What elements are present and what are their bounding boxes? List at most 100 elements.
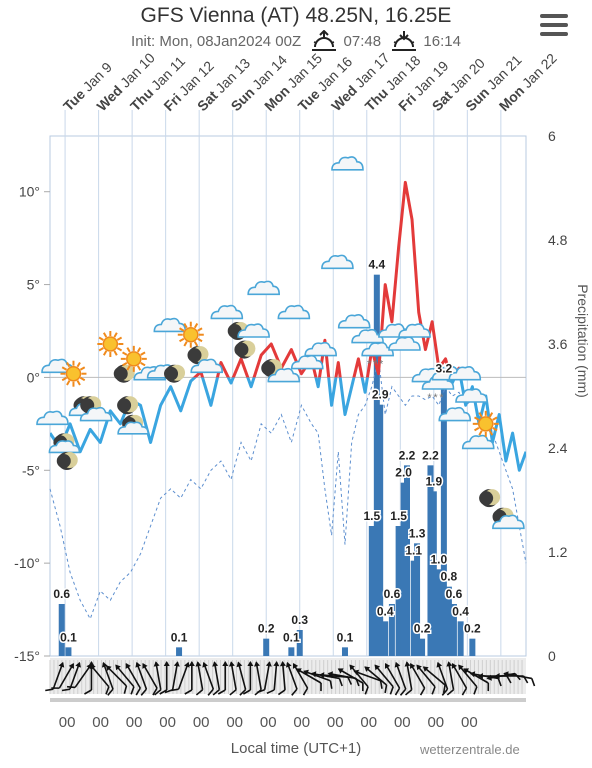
wind-barb <box>125 663 141 696</box>
cloud-shape <box>304 341 337 357</box>
wind-barb-head <box>337 668 344 674</box>
sun-ray <box>79 366 86 371</box>
wind-barb <box>242 661 254 695</box>
sun-ray <box>122 351 128 356</box>
wind-barb-head <box>173 661 180 667</box>
wind-barb-shaft <box>395 662 407 690</box>
sunset-icon <box>392 31 417 51</box>
moon-icon <box>113 364 135 383</box>
wind-barb-shaft <box>213 662 221 690</box>
wind-barb <box>374 664 394 695</box>
wind-barb <box>170 661 190 692</box>
wind-barb-feather <box>302 687 309 696</box>
precipitation-label: 0.1 <box>171 630 188 644</box>
sun-ray <box>179 327 185 332</box>
wind-barb-head <box>451 663 458 669</box>
wind-barb-feather <box>389 686 394 695</box>
wind-barb-shaft <box>451 663 468 689</box>
x-axis-label: Local time (UTC+1) <box>230 740 362 757</box>
y-right-axis-label: Precipitation (mm) <box>575 284 591 398</box>
cloud-shape <box>290 354 324 370</box>
wind-barb-shaft <box>90 664 110 688</box>
cloud-shape <box>277 304 311 320</box>
plot-frame <box>49 135 527 657</box>
time-tick-label: 00 <box>461 714 478 731</box>
init-time: Init: Mon, 08Jan2024 00Z <box>131 33 302 50</box>
wind-barb-head <box>115 664 121 671</box>
moon-shadow <box>117 398 132 413</box>
cloud-icon <box>304 341 337 357</box>
wind-barb-feather <box>399 688 407 696</box>
sun-disc <box>478 416 494 432</box>
snowflake-glyph: * <box>427 392 432 404</box>
wind-barb <box>364 666 388 694</box>
wind-barb-shaft <box>409 663 426 689</box>
precipitation-bar <box>176 647 183 656</box>
precipitation-bar <box>427 465 434 656</box>
time-tick-label: 00 <box>193 714 210 731</box>
wind-barb-feather <box>473 686 478 695</box>
precipitation-bar <box>400 482 407 656</box>
wind-barb-head <box>384 663 391 669</box>
sun-ray <box>183 322 188 329</box>
cloud-icon <box>398 323 431 338</box>
wind-barb <box>463 668 490 692</box>
wind-barb-feather <box>107 688 114 696</box>
wind-barb <box>292 663 309 696</box>
moon-icon <box>117 396 139 415</box>
sunrise-time: 07:48 <box>343 33 382 50</box>
cloud-icon <box>153 317 187 333</box>
cloud-shape <box>461 434 495 450</box>
wind-barb-head <box>125 663 131 669</box>
cloud-shape <box>492 514 525 530</box>
wind-barb-feather <box>242 689 251 695</box>
wind-barb-shaft <box>292 663 309 689</box>
wind-barb <box>266 661 280 695</box>
wind-barb <box>236 661 247 696</box>
snowflake-glyph: * <box>379 359 384 371</box>
wind-barb-head <box>184 661 190 668</box>
sun-ray <box>113 350 118 356</box>
time-tick-label: 00 <box>260 714 277 731</box>
wind-barb-shaft <box>458 664 478 688</box>
wind-barb-head <box>228 661 235 667</box>
precipitation-bar <box>382 621 389 656</box>
moon-shadow <box>187 348 202 363</box>
sun-ray <box>126 365 131 371</box>
wind-barb-feather <box>61 688 71 692</box>
hamburger-menu-icon[interactable] <box>540 14 568 36</box>
time-tick-label: 00 <box>92 714 109 731</box>
wind-barb-shaft <box>263 662 271 690</box>
y-left-tick-label: 5° <box>27 277 40 293</box>
wind-barb <box>295 668 322 692</box>
sun-ray <box>102 332 108 338</box>
y-left-tick-label: -5° <box>22 462 40 478</box>
wind-barb-head <box>486 674 492 681</box>
wind-barb-shaft <box>338 668 364 684</box>
sun-icon <box>60 360 87 387</box>
wind-barb-head <box>265 661 272 667</box>
source-credit[interactable]: wetterzentrale.de <box>420 742 520 757</box>
moon-icon <box>479 489 501 508</box>
wind-barb-shaft <box>374 664 394 688</box>
sun-ray <box>140 351 146 356</box>
wind-barb-feather <box>217 689 226 695</box>
wind-barb-shaft <box>203 662 215 690</box>
precipitation-bar <box>457 621 464 656</box>
sun-ray <box>478 430 483 436</box>
wind-barb-head <box>279 661 286 667</box>
precipitation-label: 0.2 <box>464 622 481 636</box>
wind-barb-head <box>353 669 360 676</box>
time-tick-label: 00 <box>394 714 411 731</box>
wind-barb <box>142 663 158 696</box>
moon-shadow <box>164 366 179 381</box>
wind-barb-feather <box>239 688 247 696</box>
wind-barb-head <box>285 661 292 668</box>
cloud-icon <box>337 314 371 329</box>
wind-barb <box>349 664 369 695</box>
wind-barb <box>446 661 455 696</box>
wind-barb <box>101 661 114 696</box>
sunrise-icon <box>312 29 337 51</box>
precipitation-bar <box>445 586 452 656</box>
wind-barb-head <box>236 661 243 668</box>
